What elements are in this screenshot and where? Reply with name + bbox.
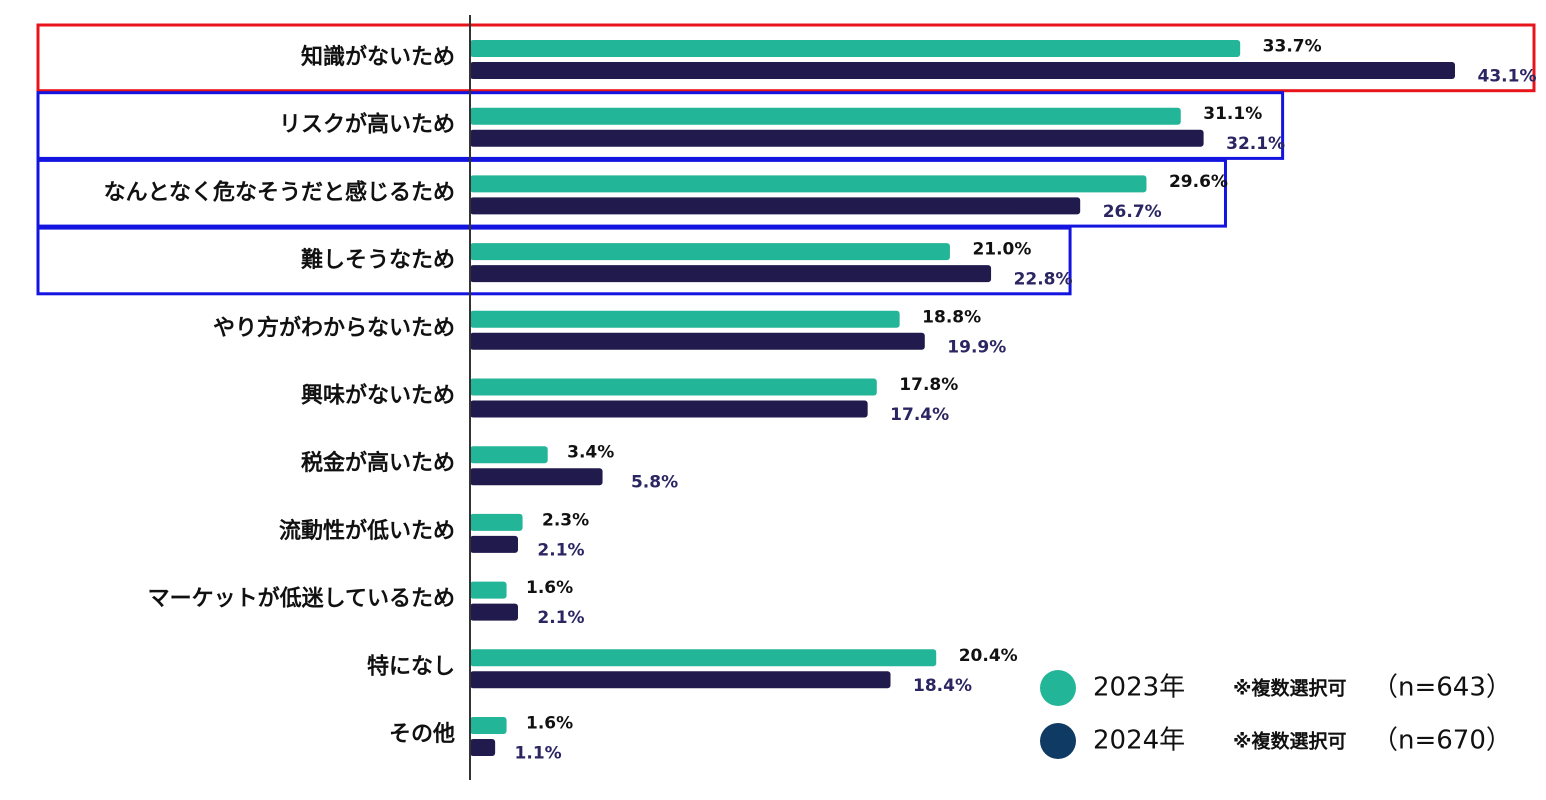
bar-2023	[470, 310, 900, 328]
bar-2023	[470, 40, 1241, 57]
value-label: 2.1%	[537, 540, 584, 560]
legend-label: 2023年	[1093, 673, 1185, 703]
category-label: なんとなく危なそうだと感じるため	[104, 179, 455, 205]
value-label: 19.9%	[947, 337, 1006, 357]
highlight-box-0	[36, 23, 1536, 93]
value-label: 1.6%	[526, 578, 573, 598]
category-label: リスクが高いため	[279, 112, 455, 138]
category-label: マーケットが低迷しているため	[148, 586, 455, 612]
value-label: 33.7%	[1263, 37, 1322, 57]
value-label: 1.1%	[515, 744, 562, 764]
value-label: 17.4%	[890, 405, 949, 425]
value-label: 2.3%	[542, 510, 589, 530]
value-label: 2.1%	[537, 608, 584, 628]
value-label: 3.4%	[567, 443, 614, 463]
category-label: やり方がわからないため	[213, 315, 455, 341]
highlight-box-2	[36, 158, 1227, 228]
bar-2024	[470, 603, 518, 621]
bar-2023	[470, 581, 507, 599]
category-label: 知識がないため	[301, 44, 455, 70]
value-label: 18.4%	[913, 676, 972, 696]
legend-label: 2024年	[1093, 726, 1185, 756]
category-label: 難しそうなため	[301, 247, 455, 273]
category-label: 特になし	[367, 653, 455, 679]
value-label: 18.8%	[922, 307, 981, 327]
legend-note: ※複数選択可	[1233, 677, 1346, 700]
value-label: 32.1%	[1226, 134, 1285, 154]
value-label: 26.7%	[1103, 202, 1162, 222]
bar-2024	[470, 739, 496, 756]
legend-note: ※複数選択可	[1233, 730, 1346, 753]
category-label: 興味がないため	[301, 383, 455, 409]
bar-2023	[470, 175, 1147, 193]
value-label: 22.8%	[1014, 270, 1073, 290]
value-label: 21.0%	[972, 240, 1031, 260]
value-label: 43.1%	[1478, 67, 1537, 87]
legend-swatch	[1040, 670, 1076, 706]
value-label: 17.8%	[899, 375, 958, 395]
category-label: 流動性が低いため	[279, 518, 455, 544]
value-label: 5.8%	[631, 473, 678, 493]
legend-swatch	[1040, 723, 1076, 759]
bar-2024	[470, 332, 925, 350]
bar-2024	[470, 265, 992, 283]
bar-2024	[470, 468, 603, 486]
highlight-box-3	[36, 226, 1072, 296]
highlight-box-1	[36, 91, 1285, 160]
bar-2023	[470, 243, 950, 261]
bar-2023	[470, 378, 877, 396]
bar-2023	[470, 446, 548, 464]
value-label: 31.1%	[1203, 104, 1262, 124]
bar-2024	[470, 129, 1204, 147]
bar-2024	[470, 535, 518, 553]
legend-sample-size: （n=643）	[1372, 673, 1512, 703]
value-label: 20.4%	[959, 646, 1018, 666]
bar-2023	[470, 107, 1181, 125]
legend-sample-size: （n=670）	[1372, 726, 1512, 756]
bar-2023	[470, 513, 523, 531]
category-label: その他	[389, 722, 455, 747]
value-label: 29.6%	[1169, 172, 1228, 192]
bar-2024	[470, 62, 1455, 79]
value-label: 1.6%	[526, 714, 573, 734]
bar-2024	[470, 197, 1081, 215]
category-label: 税金が高いため	[301, 450, 455, 476]
bar-2024	[470, 671, 891, 689]
bar-2023	[470, 717, 507, 734]
bar-2023	[470, 649, 937, 667]
bar-2024	[470, 400, 868, 418]
